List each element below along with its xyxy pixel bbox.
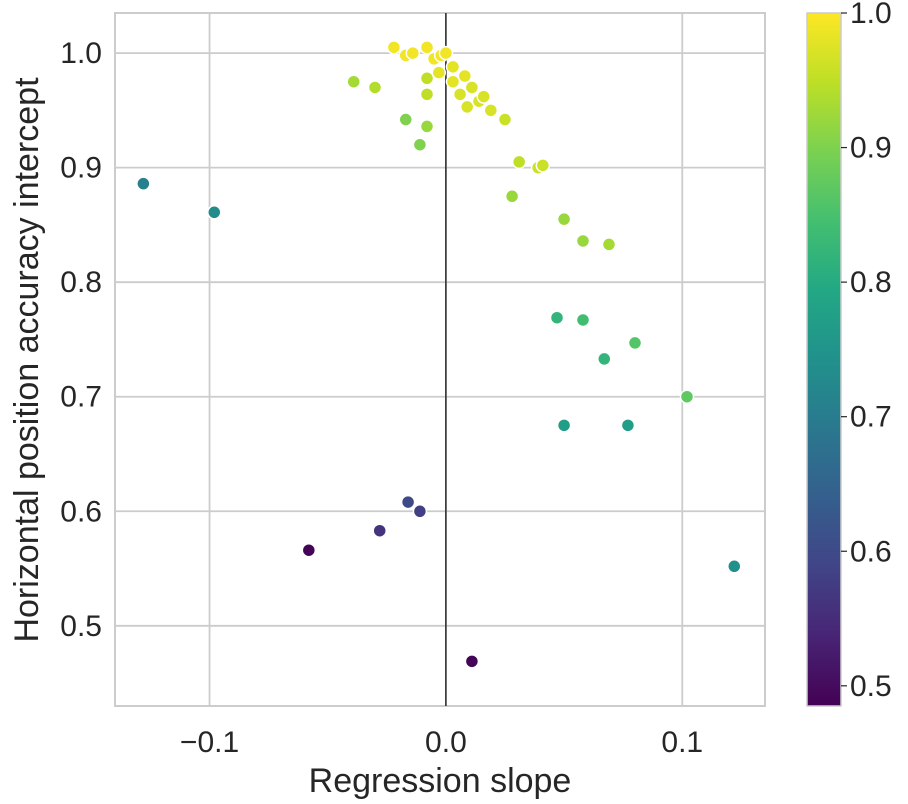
data-point-29 — [556, 211, 572, 227]
y-tick-label: 0.8 — [60, 266, 102, 299]
data-point-36 — [627, 335, 643, 351]
data-point-3 — [419, 40, 435, 55]
data-point-37 — [597, 351, 612, 367]
colorbar-tick-label: 0.9 — [850, 132, 892, 165]
data-point-34 — [549, 310, 565, 325]
data-point-19 — [419, 87, 435, 102]
data-point-9 — [445, 74, 461, 89]
data-point-32 — [136, 176, 151, 191]
data-point-43 — [372, 523, 387, 538]
data-point-22 — [398, 112, 413, 127]
data-point-11 — [452, 87, 468, 102]
data-point-42 — [412, 504, 428, 519]
data-point-23 — [419, 119, 435, 134]
data-point-38 — [679, 389, 695, 404]
data-point-39 — [556, 418, 572, 433]
data-point-35 — [575, 312, 591, 328]
y-tick-labels: 0.5 0.6 0.7 0.8 0.9 1.0 — [60, 37, 102, 643]
y-tick-label: 0.5 — [60, 610, 102, 643]
data-point-18 — [419, 71, 435, 86]
data-point-45 — [727, 559, 742, 574]
data-point-30 — [575, 233, 591, 249]
x-tick-labels: −0.1 0.0 0.1 — [180, 726, 703, 759]
colorbar-tick-label: 0.5 — [850, 670, 892, 703]
data-points — [136, 40, 742, 669]
x-tick-label: −0.1 — [180, 726, 239, 759]
data-point-46 — [464, 654, 480, 669]
data-point-2 — [405, 45, 421, 61]
data-point-7 — [431, 65, 447, 80]
data-point-0 — [386, 40, 402, 55]
x-tick-label: 0.1 — [661, 726, 703, 759]
data-point-33 — [207, 205, 222, 220]
x-tick-label: 0.0 — [425, 726, 467, 759]
data-point-14 — [476, 89, 491, 104]
data-point-40 — [620, 418, 636, 433]
y-tick-label: 0.6 — [60, 495, 102, 528]
data-point-12 — [464, 80, 480, 95]
data-point-25 — [511, 154, 527, 170]
data-point-10 — [457, 68, 473, 84]
data-point-21 — [367, 80, 383, 95]
grid — [115, 13, 765, 706]
y-axis-label: Horizontal position accuracy intercept — [8, 77, 46, 643]
data-point-31 — [601, 237, 617, 252]
data-point-15 — [459, 99, 475, 115]
colorbar-tick-label: 0.6 — [850, 535, 892, 568]
colorbar-tick-label: 1.0 — [850, 0, 892, 30]
data-point-16 — [483, 103, 499, 118]
data-point-6 — [438, 45, 454, 61]
colorbar-tick-label: 0.8 — [850, 266, 892, 299]
plot-frame — [114, 12, 766, 707]
colorbar-tick-label: 0.7 — [850, 401, 892, 434]
data-point-28 — [504, 189, 520, 204]
y-tick-label: 0.7 — [60, 381, 102, 414]
colorbar-tick-labels: 0.5 0.6 0.7 0.8 0.9 1.0 — [841, 0, 892, 703]
data-point-44 — [301, 542, 317, 558]
data-point-17 — [497, 112, 513, 127]
data-point-24 — [412, 137, 428, 152]
y-tick-label: 1.0 — [60, 37, 102, 70]
data-point-27 — [535, 158, 551, 173]
y-tick-label: 0.9 — [60, 152, 102, 185]
colorbar — [806, 12, 842, 707]
data-point-8 — [445, 59, 461, 75]
data-point-20 — [346, 74, 361, 89]
x-axis-label: Regression slope — [309, 762, 572, 800]
data-point-41 — [400, 494, 416, 510]
